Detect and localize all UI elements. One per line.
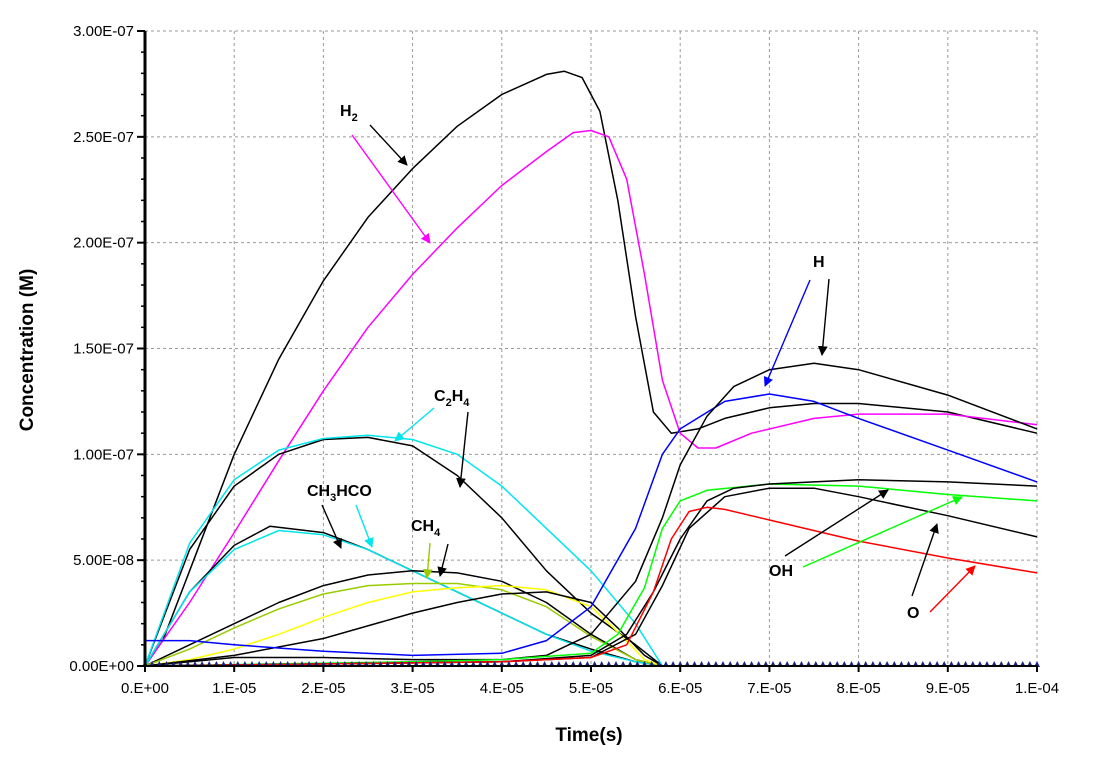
- annotation-h-arrow-black: [817, 278, 830, 356]
- svg-text:O: O: [907, 605, 919, 622]
- x-tick-label: 7.E-05: [747, 680, 791, 697]
- series-layer: [144, 70, 1038, 667]
- annotation-h2: H2: [340, 103, 431, 244]
- annotation-h2-arrow-black: [369, 124, 408, 166]
- x-tick-label: 0.E+00: [121, 680, 169, 697]
- x-tick-label: 1.E-05: [212, 680, 256, 697]
- annotation-oh: OH: [769, 489, 963, 580]
- annotation-c2h4-arrow-black: [456, 411, 469, 488]
- grid-lines: [145, 30, 1038, 666]
- annotation-ch4-arrow-olive: [422, 542, 433, 579]
- x-tick-label: 2.E-05: [301, 680, 345, 697]
- series-line: [144, 434, 664, 667]
- annotation-ch3hco-arrow-black: [321, 504, 342, 549]
- annotation-ch4: CH4: [411, 518, 449, 579]
- y-tick-label: 2.50E-07: [73, 129, 134, 146]
- annotation-c2h4-arrow-cyan: [394, 407, 435, 442]
- series-line: [144, 436, 663, 667]
- svg-text:H2: H2: [340, 103, 358, 124]
- y-tick-label: 1.50E-07: [73, 341, 134, 358]
- y-tick-label: 3.00E-07: [73, 23, 134, 40]
- tick-labels: 0.E+00 1.E-05 2.E-05 3.E-05 4.E-05 5.E-05 6.E-…: [69, 23, 1059, 697]
- series-line: [144, 582, 663, 667]
- annotation-c2h4: C2H4: [394, 388, 470, 488]
- annotation-ch3hco-arrow-cyan: [355, 504, 374, 548]
- annotation-o-arrow-red: [929, 565, 976, 613]
- svg-text:H: H: [813, 254, 825, 271]
- series-line: [144, 506, 1038, 667]
- annotation-h2-arrow-magenta: [351, 134, 431, 244]
- annotation-ch4-arrow-black: [437, 543, 449, 577]
- svg-text:CH3HCO: CH3HCO: [307, 483, 372, 504]
- annotation-ch3hco: CH3HCO: [307, 483, 374, 549]
- x-tick-label: 1.E-04: [1015, 680, 1059, 697]
- svg-text:C2H4: C2H4: [434, 388, 470, 409]
- y-tick-label: 1.00E-07: [73, 446, 134, 463]
- series-line: [144, 525, 663, 667]
- series-line: [144, 478, 1038, 667]
- series-line: [145, 393, 1038, 657]
- series-line: [144, 129, 1038, 667]
- series-line: [144, 584, 663, 667]
- y-tick-label: 5.00E-08: [73, 552, 134, 569]
- annotation-oh-arrow-green: [802, 496, 963, 568]
- annotation-o: O: [907, 523, 976, 622]
- series-line: [144, 483, 1038, 667]
- svg-text:OH: OH: [769, 563, 793, 580]
- x-tick-label: 9.E-05: [926, 680, 970, 697]
- x-tick-label: 6.E-05: [658, 680, 702, 697]
- annotation-h: H: [763, 254, 830, 387]
- x-tick-label: 3.E-05: [390, 680, 434, 697]
- annotation-h-arrow-blue: [763, 279, 811, 387]
- series-line: [144, 362, 1038, 667]
- y-tick-label: 2.00E-07: [73, 235, 134, 252]
- x-tick-label: 4.E-05: [480, 680, 524, 697]
- x-tick-label: 8.E-05: [836, 680, 880, 697]
- x-axis-title: Time(s): [555, 725, 622, 746]
- axes: [137, 30, 1038, 672]
- y-tick-label: 0.00E+00: [69, 658, 134, 675]
- y-axis-title: Concentration (M): [17, 269, 38, 432]
- svg-text:CH4: CH4: [411, 518, 441, 539]
- annotation-oh-arrow-black: [784, 489, 889, 557]
- x-tick-label: 5.E-05: [569, 680, 613, 697]
- annotation-o-arrow-black: [911, 523, 939, 597]
- series-line: [144, 591, 663, 667]
- series-line: [144, 70, 1038, 667]
